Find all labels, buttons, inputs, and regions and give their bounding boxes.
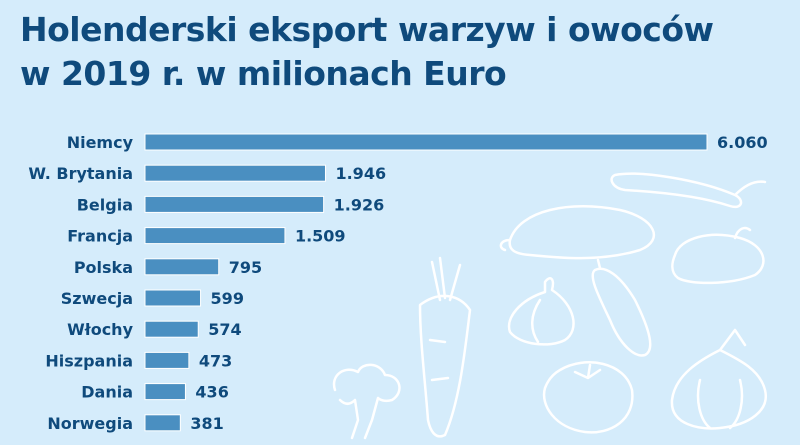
value-label: 795 — [229, 258, 262, 277]
carrot-icon — [418, 256, 472, 438]
garlic-icon — [507, 277, 575, 346]
category-label: W. Brytania — [28, 164, 133, 183]
category-label: Francja — [67, 227, 133, 246]
bar — [144, 164, 326, 182]
value-label: 473 — [199, 351, 232, 370]
value-label: 1.926 — [334, 195, 385, 214]
category-label: Norwegia — [47, 414, 133, 433]
value-label: 574 — [208, 320, 241, 339]
bar — [144, 383, 186, 401]
bar — [144, 320, 199, 338]
category-label: Niemcy — [67, 133, 134, 152]
category-label: Szwecja — [61, 289, 133, 308]
value-label: 599 — [211, 289, 244, 308]
bar — [144, 351, 190, 369]
category-label: Belgia — [77, 195, 133, 214]
title-line-2: w 2019 r. w milionach Euro — [20, 54, 507, 93]
title-line-1: Holenderski eksport warzyw i owoców — [20, 10, 714, 49]
value-label: 1.946 — [335, 164, 386, 183]
value-label: 381 — [190, 414, 223, 433]
value-label: 6.060 — [717, 133, 768, 152]
broccoli-icon — [332, 363, 401, 440]
onion-icon — [670, 328, 768, 430]
bar — [144, 133, 708, 151]
eggplant-icon — [499, 205, 656, 260]
value-label: 1.509 — [295, 227, 346, 246]
category-label: Hiszpania — [45, 351, 133, 370]
category-label: Włochy — [67, 320, 133, 339]
bar — [144, 195, 325, 213]
bar — [144, 289, 202, 307]
chili-pepper-icon — [610, 172, 767, 209]
bell-pepper-icon — [671, 226, 765, 285]
bar — [144, 227, 286, 245]
bar — [144, 258, 220, 276]
cucumber-icon — [591, 258, 652, 357]
category-label: Dania — [81, 383, 133, 402]
bar — [144, 414, 181, 432]
category-label: Polska — [74, 258, 133, 277]
tomato-icon — [542, 361, 634, 434]
value-label: 436 — [195, 383, 228, 402]
chart-title: Holenderski eksport warzyw i owoców w 20… — [20, 8, 714, 96]
